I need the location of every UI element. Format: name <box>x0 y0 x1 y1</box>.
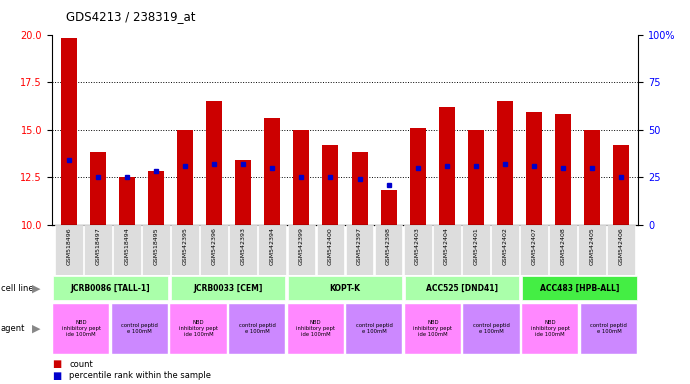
Bar <box>405 304 461 354</box>
Text: NBD
inhibitory pept
ide 100mM: NBD inhibitory pept ide 100mM <box>179 320 218 337</box>
Text: control peptid
e 100mM: control peptid e 100mM <box>356 323 393 334</box>
Text: control peptid
e 100mM: control peptid e 100mM <box>591 323 627 334</box>
Text: GSM542395: GSM542395 <box>183 227 188 265</box>
Text: GSM542401: GSM542401 <box>473 227 478 265</box>
Text: NBD
inhibitory pept
ide 100mM: NBD inhibitory pept ide 100mM <box>413 320 453 337</box>
Text: GSM542400: GSM542400 <box>328 227 333 265</box>
Text: GSM542402: GSM542402 <box>502 227 507 265</box>
Text: GSM542393: GSM542393 <box>241 227 246 265</box>
Bar <box>549 225 577 275</box>
Bar <box>142 225 170 275</box>
Bar <box>230 225 257 275</box>
Bar <box>171 225 199 275</box>
Text: JCRB0033 [CEM]: JCRB0033 [CEM] <box>193 284 262 293</box>
Text: GSM542397: GSM542397 <box>357 227 362 265</box>
Text: NBD
inhibitory pept
ide 100mM: NBD inhibitory pept ide 100mM <box>296 320 335 337</box>
Text: control peptid
e 100mM: control peptid e 100mM <box>121 323 158 334</box>
Bar <box>90 152 106 225</box>
Bar <box>522 304 578 354</box>
Text: ▶: ▶ <box>32 283 40 293</box>
Bar <box>53 304 109 354</box>
Bar <box>404 225 431 275</box>
Text: ■: ■ <box>52 359 61 369</box>
Text: GSM518496: GSM518496 <box>67 227 72 265</box>
Text: GSM542408: GSM542408 <box>560 227 565 265</box>
Text: GSM542396: GSM542396 <box>212 227 217 265</box>
Text: KOPT-K: KOPT-K <box>330 284 360 293</box>
Bar <box>526 113 542 225</box>
Bar <box>555 114 571 225</box>
Bar <box>520 225 548 275</box>
Text: control peptid
e 100mM: control peptid e 100mM <box>239 323 275 334</box>
Bar <box>293 130 309 225</box>
Text: ACC483 [HPB-ALL]: ACC483 [HPB-ALL] <box>540 284 620 293</box>
Text: count: count <box>69 359 92 369</box>
Bar <box>468 130 484 225</box>
Text: GSM518494: GSM518494 <box>125 227 130 265</box>
Text: cell line: cell line <box>1 284 33 293</box>
Bar <box>55 225 83 275</box>
Bar <box>584 130 600 225</box>
Text: GSM542405: GSM542405 <box>589 227 594 265</box>
Bar <box>439 107 455 225</box>
Text: GSM542407: GSM542407 <box>531 227 536 265</box>
Bar <box>322 145 339 225</box>
Bar <box>288 225 315 275</box>
Text: GSM542406: GSM542406 <box>618 227 623 265</box>
Text: GSM542403: GSM542403 <box>415 227 420 265</box>
Bar <box>61 38 77 225</box>
Text: control peptid
e 100mM: control peptid e 100mM <box>473 323 510 334</box>
Bar <box>578 225 606 275</box>
Bar <box>433 225 460 275</box>
Bar <box>264 118 280 225</box>
Bar <box>177 130 193 225</box>
Bar <box>317 225 344 275</box>
Bar <box>53 276 168 300</box>
Text: GSM542398: GSM542398 <box>386 227 391 265</box>
Bar <box>346 225 373 275</box>
Text: JCRB0086 [TALL-1]: JCRB0086 [TALL-1] <box>70 284 150 293</box>
Bar <box>346 304 402 354</box>
Bar <box>613 145 629 225</box>
Bar <box>200 225 228 275</box>
Text: GDS4213 / 238319_at: GDS4213 / 238319_at <box>66 10 195 23</box>
Bar <box>84 225 112 275</box>
Bar <box>381 190 397 225</box>
Bar <box>464 304 520 354</box>
Text: percentile rank within the sample: percentile rank within the sample <box>69 371 211 380</box>
Bar <box>497 101 513 225</box>
Text: ACC525 [DND41]: ACC525 [DND41] <box>426 284 498 293</box>
Bar <box>259 225 286 275</box>
Text: ■: ■ <box>52 371 61 381</box>
Bar <box>405 276 520 300</box>
Bar <box>235 160 251 225</box>
Text: NBD
inhibitory pept
ide 100mM: NBD inhibitory pept ide 100mM <box>61 320 101 337</box>
Text: agent: agent <box>1 324 25 333</box>
Bar <box>113 225 141 275</box>
Text: GSM518495: GSM518495 <box>154 227 159 265</box>
Text: GSM542399: GSM542399 <box>299 227 304 265</box>
Bar <box>491 225 519 275</box>
Text: ▶: ▶ <box>32 324 40 334</box>
Bar <box>229 304 285 354</box>
Text: GSM542394: GSM542394 <box>270 227 275 265</box>
Bar <box>170 304 226 354</box>
Bar <box>351 152 368 225</box>
Bar <box>375 225 402 275</box>
Bar <box>462 225 490 275</box>
Bar <box>522 276 637 300</box>
Bar <box>581 304 637 354</box>
Bar <box>288 276 402 300</box>
Text: GSM542404: GSM542404 <box>444 227 449 265</box>
Bar <box>119 177 135 225</box>
Bar <box>410 128 426 225</box>
Text: NBD
inhibitory pept
ide 100mM: NBD inhibitory pept ide 100mM <box>531 320 570 337</box>
Text: GSM518497: GSM518497 <box>96 227 101 265</box>
Bar <box>148 171 164 225</box>
Bar <box>206 101 222 225</box>
Bar <box>607 225 635 275</box>
Bar <box>112 304 168 354</box>
Bar <box>288 304 344 354</box>
Bar <box>170 276 285 300</box>
